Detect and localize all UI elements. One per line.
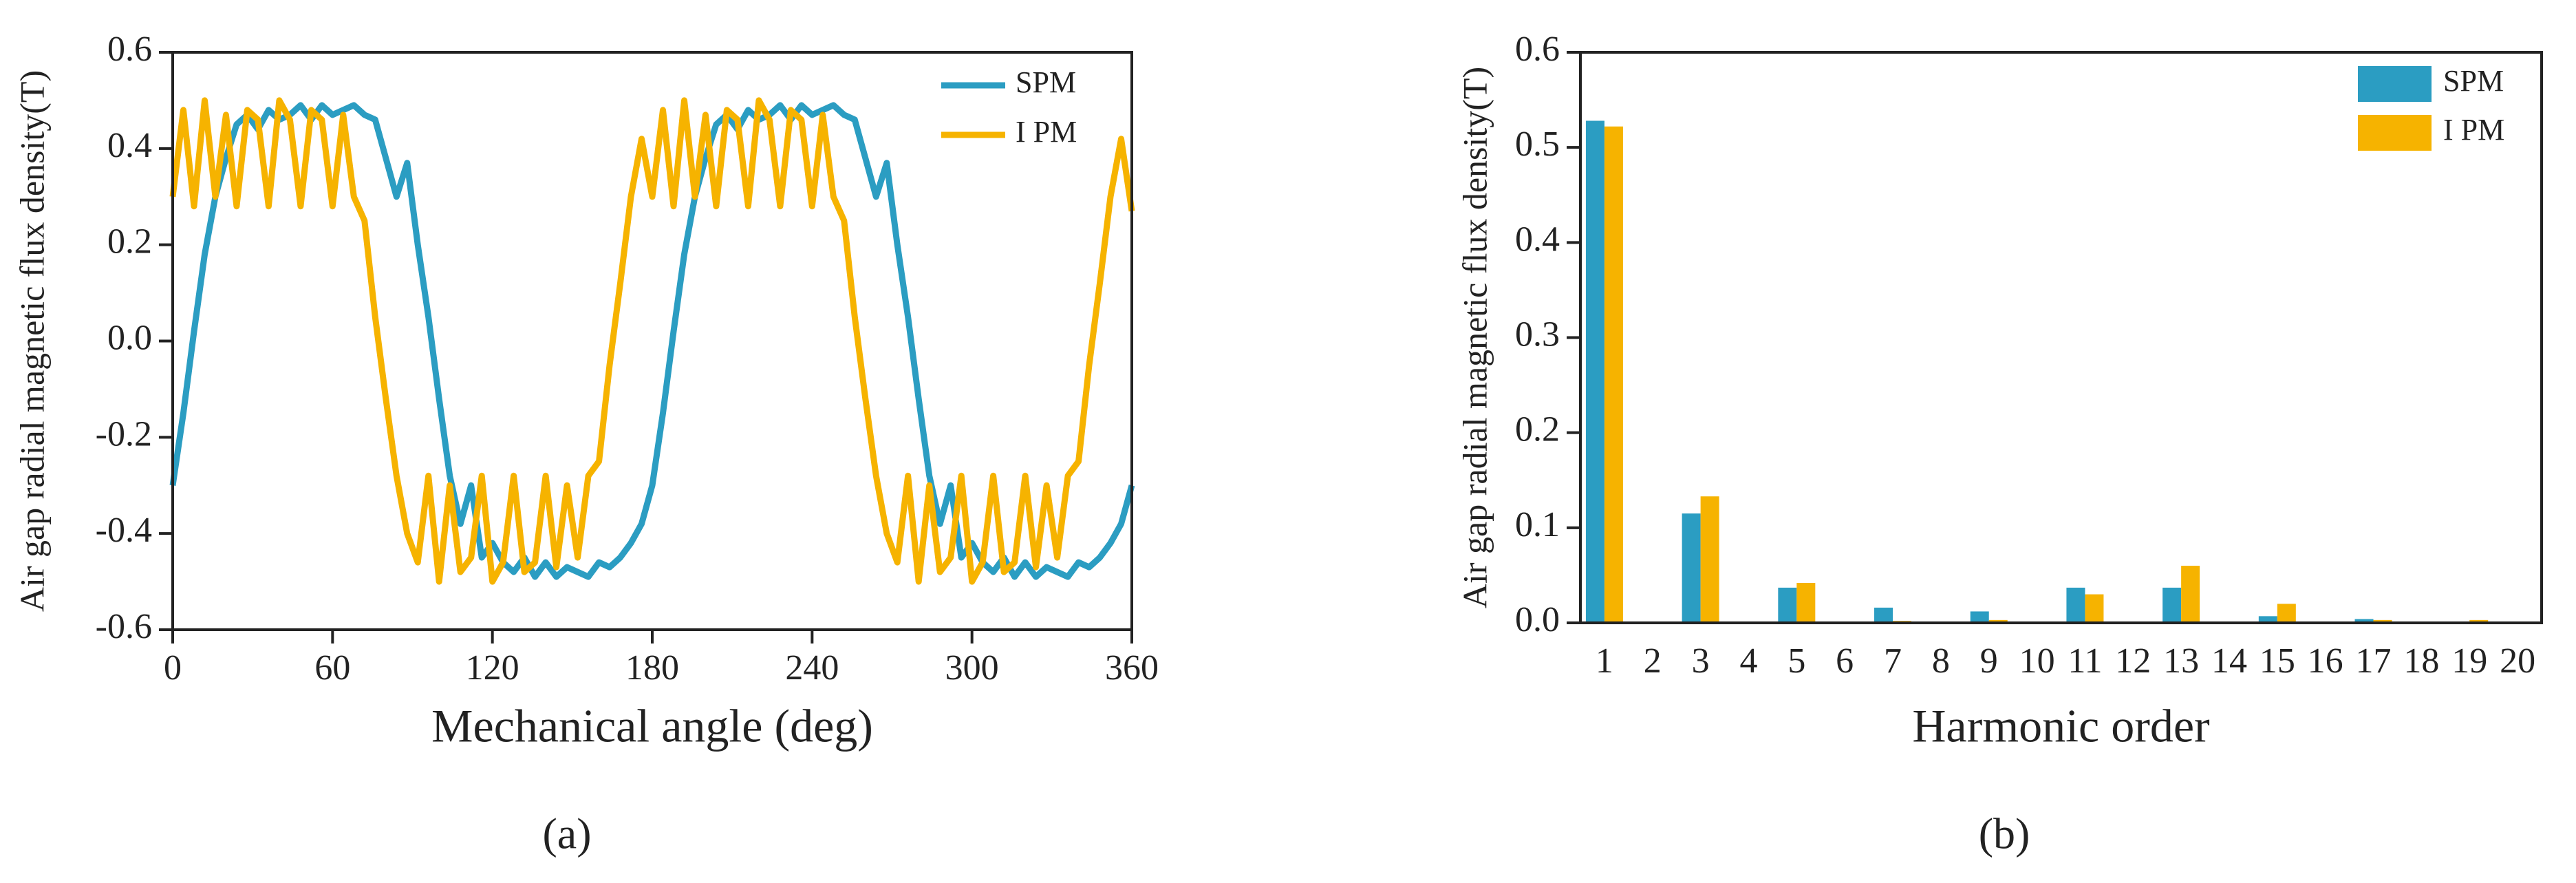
bar: [1970, 611, 1989, 623]
x-tick-label: 7: [1884, 641, 1902, 681]
y-tick-label: 0.5: [1515, 125, 1560, 164]
bar: [2181, 566, 2200, 623]
legend-label: I PM: [1016, 115, 1077, 149]
y-tick-label: 0.6: [1515, 30, 1560, 69]
legend-label: SPM: [2443, 64, 2504, 98]
y-tick-label: -0.4: [96, 511, 152, 550]
bar: [1700, 496, 1719, 623]
x-tick-label: 180: [625, 648, 679, 688]
bar: [2085, 594, 2104, 623]
caption: (b): [1979, 809, 2030, 858]
x-axis-title: Mechanical angle (deg): [431, 700, 873, 752]
x-tick-label: 60: [314, 648, 350, 688]
x-tick-label: 300: [945, 648, 999, 688]
y-axis-title: Air gap radial magnetic flux density(T): [1455, 67, 1494, 608]
bar: [2162, 587, 2182, 623]
y-tick-label: 0.0: [107, 318, 152, 357]
x-tick-label: 0: [164, 648, 182, 688]
y-tick-label: 0.0: [1515, 600, 1560, 639]
x-tick-label: 12: [2115, 641, 2151, 681]
x-tick-label: 17: [2356, 641, 2392, 681]
bar: [2277, 604, 2296, 623]
x-tick-label: 4: [1739, 641, 1757, 681]
x-tick-label: 9: [1980, 641, 1998, 681]
x-tick-label: 19: [2451, 641, 2487, 681]
bar: [1682, 513, 1701, 623]
caption: (a): [542, 809, 591, 858]
line-series: [169, 97, 1135, 585]
x-tick-label: 16: [2308, 641, 2343, 681]
y-tick-label: -0.2: [96, 414, 152, 454]
bar: [1585, 120, 1604, 624]
y-tick-label: 0.4: [107, 126, 152, 165]
x-tick-label: 6: [1836, 641, 1854, 681]
x-tick-label: 14: [2211, 641, 2247, 681]
bar: [1796, 582, 1816, 623]
y-tick-label: 0.2: [107, 222, 152, 262]
line-series: [169, 102, 1135, 580]
x-tick-label: 13: [2163, 641, 2199, 681]
x-tick-label: 1: [1596, 641, 1613, 681]
plot-frame: [171, 51, 1133, 631]
bar: [2258, 616, 2277, 623]
bar: [1604, 126, 1623, 623]
y-tick-label: 0.3: [1515, 315, 1560, 354]
x-tick-label: 8: [1932, 641, 1950, 681]
bar: [2354, 619, 2374, 623]
x-tick-label: 120: [466, 648, 519, 688]
y-tick-label: 0.4: [1515, 220, 1560, 259]
legend-swatch: [2358, 66, 2432, 102]
bar: [2373, 619, 2392, 623]
legend-label: I PM: [2443, 113, 2504, 147]
x-tick-label: 3: [1692, 641, 1710, 681]
bar: [1778, 587, 1797, 623]
x-tick-label: 360: [1105, 648, 1159, 688]
plot-frame: [1579, 51, 2543, 624]
x-tick-label: 240: [785, 648, 839, 688]
x-tick-label: 11: [2068, 641, 2102, 681]
legend-swatch: [2358, 115, 2432, 151]
bar: [2469, 619, 2489, 623]
y-tick-label: -0.6: [96, 607, 152, 646]
y-tick-label: 0.1: [1515, 505, 1560, 544]
bar: [1874, 607, 1893, 623]
x-tick-label: 10: [2019, 641, 2055, 681]
x-tick-label: 15: [2260, 641, 2295, 681]
x-tick-label: 5: [1788, 641, 1805, 681]
y-tick-label: 0.2: [1515, 410, 1560, 449]
x-tick-label: 2: [1644, 641, 1662, 681]
bar: [1988, 619, 2008, 623]
x-tick-label: 18: [2403, 641, 2439, 681]
x-axis-title: Harmonic order: [1912, 700, 2210, 752]
y-tick-label: 0.6: [107, 30, 152, 69]
y-axis-title: Air gap radial magnetic flux density(T): [12, 70, 51, 612]
x-tick-label: 20: [2500, 641, 2535, 681]
bar: [2066, 587, 2085, 623]
legend-label: SPM: [1016, 65, 1076, 99]
